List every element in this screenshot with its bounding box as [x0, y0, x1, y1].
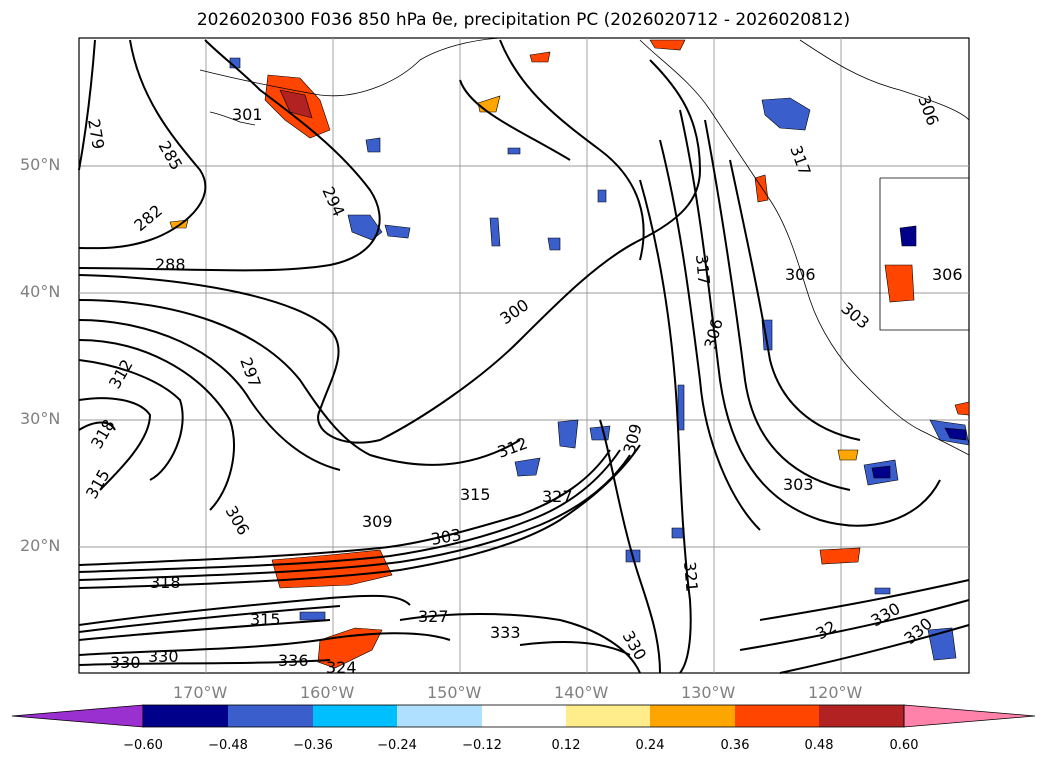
colorbar-tick-label: −0.12 [462, 738, 502, 753]
contour-label: 306 [932, 265, 963, 284]
lon-label-150w: 150°W [427, 683, 482, 702]
colorbar [11, 704, 1036, 728]
colorbar-tick-label: −0.24 [377, 738, 417, 753]
coastlines [199, 37, 970, 456]
lon-label-130w: 130°W [681, 683, 736, 702]
colorbar-extend-low [11, 704, 144, 728]
lat-label-50n: 50°N [20, 155, 61, 174]
colorbar-segment [819, 705, 904, 727]
contour-label: 321 [680, 561, 702, 593]
lat-label-40n: 40°N [20, 282, 61, 301]
colorbar-tick-label: 0.60 [889, 738, 919, 753]
colorbar-tick-label: 0.24 [635, 738, 665, 753]
map-title: 2026020300 F036 850 hPa θe, precipitatio… [196, 10, 851, 30]
theta-e-contours [78, 39, 970, 674]
colorbar-segment [397, 705, 482, 727]
colorbar-extend-high [903, 704, 1036, 728]
contour-label: 330 [110, 653, 141, 672]
contour-label: 336 [278, 651, 309, 670]
colorbar-tick-label: −0.48 [208, 738, 248, 753]
contour-label: 327 [542, 487, 573, 506]
colorbar-tick-label: −0.60 [123, 738, 163, 753]
colorbar-segment [228, 705, 313, 727]
contour-label: 315 [460, 485, 491, 504]
contour-label: 327 [418, 607, 449, 626]
contour-label: 303 [783, 475, 814, 494]
contour-label: 318 [150, 573, 181, 592]
contour-label: 315 [250, 610, 281, 629]
graticule [79, 38, 969, 673]
lat-label-30n: 30°N [20, 409, 61, 428]
colorbar-segment [482, 705, 566, 727]
colorbar-segment [313, 705, 397, 727]
contour-label: 306 [785, 265, 816, 284]
colorbar-segment [735, 705, 819, 727]
colorbar-tick-label: 0.36 [720, 738, 750, 753]
colorbar-segment [566, 705, 650, 727]
lon-label-170w: 170°W [173, 683, 228, 702]
contour-label: 301 [232, 105, 263, 124]
contour-label: 309 [362, 512, 393, 531]
colorbar-tick-label: 0.48 [804, 738, 834, 753]
contour-label: 330 [148, 647, 179, 666]
contour-label: 324 [326, 658, 357, 677]
colorbar-tick-label: 0.12 [551, 738, 581, 753]
colorbar-segment [650, 705, 735, 727]
contour-label: 288 [155, 255, 186, 274]
colorbar-tick-label: −0.36 [293, 738, 333, 753]
lon-label-140w: 140°W [554, 683, 609, 702]
contour-label: 333 [490, 623, 521, 642]
lon-label-120w: 120°W [808, 683, 863, 702]
colorbar-segment [143, 705, 228, 727]
lat-label-20n: 20°N [20, 536, 61, 555]
lon-label-160w: 160°W [300, 683, 355, 702]
contour-label: 317 [692, 254, 714, 286]
